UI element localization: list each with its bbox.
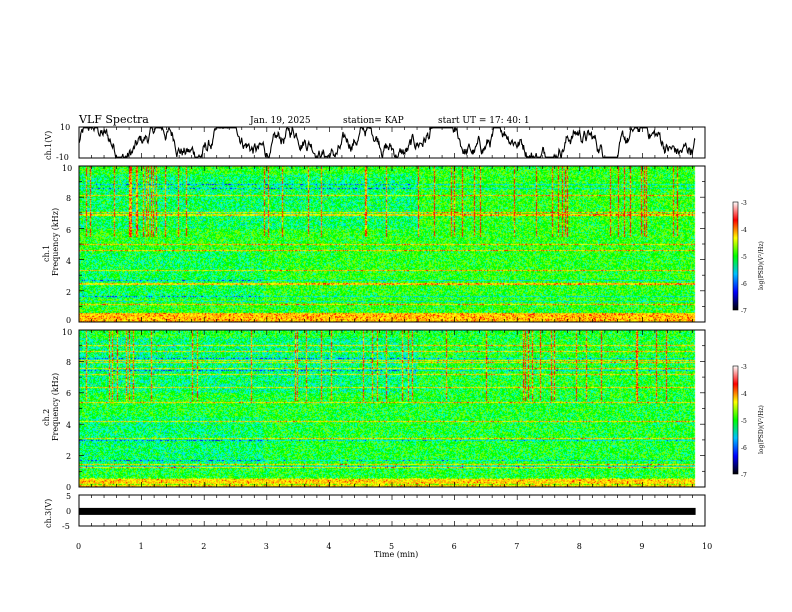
spec1-raster bbox=[79, 166, 705, 322]
xtick-label-0: 0 bbox=[76, 542, 81, 551]
ch2-colorbar-label: log(PSD)(V²/Hz) bbox=[758, 405, 765, 454]
ch1-colorbar bbox=[733, 202, 738, 310]
ch1-ytick-10: 10 bbox=[62, 164, 72, 173]
figure-title: VLF Spectra bbox=[78, 113, 149, 126]
ch1-cbar-tick-m7: -7 bbox=[741, 308, 747, 315]
time-axis-title: Time (min) bbox=[374, 550, 418, 559]
ch1-waveform-trace bbox=[78, 125, 696, 160]
ch1-ytick-2: 2 bbox=[66, 288, 71, 297]
ch1-ytick-0: 0 bbox=[66, 316, 71, 325]
start-time-label: start UT = 17: 40: 1 bbox=[438, 116, 530, 126]
ch3-ytick-5: 5 bbox=[66, 492, 71, 501]
xtick-label-2: 2 bbox=[201, 542, 206, 551]
xtick-label-9: 9 bbox=[639, 542, 644, 551]
xtick-label-3: 3 bbox=[264, 542, 269, 551]
ch3-waveform-trace bbox=[79, 507, 696, 515]
xtick-label-7: 7 bbox=[514, 542, 519, 551]
ch2-spectrogram-panel: 0 2 4 6 8 10 ch.2 Frequency (kHz) -3 -4 … bbox=[42, 328, 765, 492]
ch1-ytick-4: 4 bbox=[66, 257, 71, 266]
time-axis-labels: 0 1 2 3 4 5 6 7 8 9 10 bbox=[76, 542, 712, 551]
ch2-spectrogram-image bbox=[79, 330, 705, 487]
xtick-label-10: 10 bbox=[702, 542, 712, 551]
date-label: Jan. 19, 2025 bbox=[249, 116, 311, 126]
ch2-ytick-4: 4 bbox=[66, 421, 71, 430]
xtick-label-4: 4 bbox=[326, 542, 331, 551]
xtick-label-1: 1 bbox=[139, 542, 144, 551]
ch1-cbar-tick-m6: -6 bbox=[741, 281, 747, 288]
xtick-label-5: 5 bbox=[389, 542, 394, 551]
ch1-cbar-tick-m5: -5 bbox=[741, 254, 747, 261]
ch1-colorbar-label: log(PSD)(V²/Hz) bbox=[758, 241, 765, 290]
ch2-ytick-8: 8 bbox=[66, 358, 71, 367]
ch1-ytick-bottom: -10 bbox=[56, 153, 69, 162]
station-label: station= KAP bbox=[343, 116, 404, 126]
ch2-colorbar-frame bbox=[732, 365, 739, 475]
xtick-label-8: 8 bbox=[577, 542, 582, 551]
ch2-cbar-tick-m3: -3 bbox=[741, 364, 747, 371]
ch2-cbar-tick-m4: -4 bbox=[741, 391, 747, 398]
ch2-colorbar bbox=[733, 366, 738, 474]
ch2-cbar-tick-m7: -7 bbox=[741, 472, 747, 479]
ch1-cbar-tick-m3: -3 bbox=[741, 200, 747, 207]
ch1-ytick-6: 6 bbox=[66, 226, 71, 235]
ch3-ytick-m5: -5 bbox=[62, 522, 70, 531]
ch2-ytick-6: 6 bbox=[66, 389, 71, 398]
time-axis-ticks bbox=[78, 127, 706, 526]
ch3-ytick-0: 0 bbox=[66, 507, 71, 516]
spec2-raster bbox=[79, 330, 705, 487]
ch1-spectrogram-ylabel: Frequency (kHz) bbox=[51, 208, 60, 276]
ch2-ytick-10: 10 bbox=[62, 328, 72, 337]
ch1-spectrogram-image bbox=[79, 166, 705, 322]
ch2-cbar-tick-m6: -6 bbox=[741, 445, 747, 452]
ch2-ytick-2: 2 bbox=[66, 452, 71, 461]
ch1-waveform-ylabel: ch.1(V) bbox=[44, 131, 53, 160]
ch1-spectrogram-panel: 0 2 4 6 8 10 ch.1 Frequency (kHz) -3 -4 … bbox=[42, 164, 765, 325]
ch3-waveform-panel: 5 0 -5 ch.3(V) bbox=[44, 492, 706, 531]
ch1-cbar-tick-m4: -4 bbox=[741, 227, 747, 234]
ch1-spectrogram-ylabel-channel: ch.1 bbox=[42, 245, 51, 262]
xtick-label-6: 6 bbox=[452, 542, 457, 551]
ch1-ytick-8: 8 bbox=[66, 194, 71, 203]
ch2-cbar-tick-m5: -5 bbox=[741, 418, 747, 425]
ch1-ytick-top: 10 bbox=[60, 123, 70, 132]
ch1-waveform-panel: 10 -10 ch.1(V) bbox=[44, 123, 706, 162]
ch1-colorbar-frame bbox=[732, 201, 739, 311]
ch2-spectrogram-ylabel-channel: ch.2 bbox=[42, 409, 51, 426]
ch2-ytick-0: 0 bbox=[66, 483, 71, 492]
ch2-spectrogram-ylabel: Frequency (kHz) bbox=[51, 373, 60, 441]
ch3-waveform-ylabel: ch.3(V) bbox=[44, 499, 53, 528]
